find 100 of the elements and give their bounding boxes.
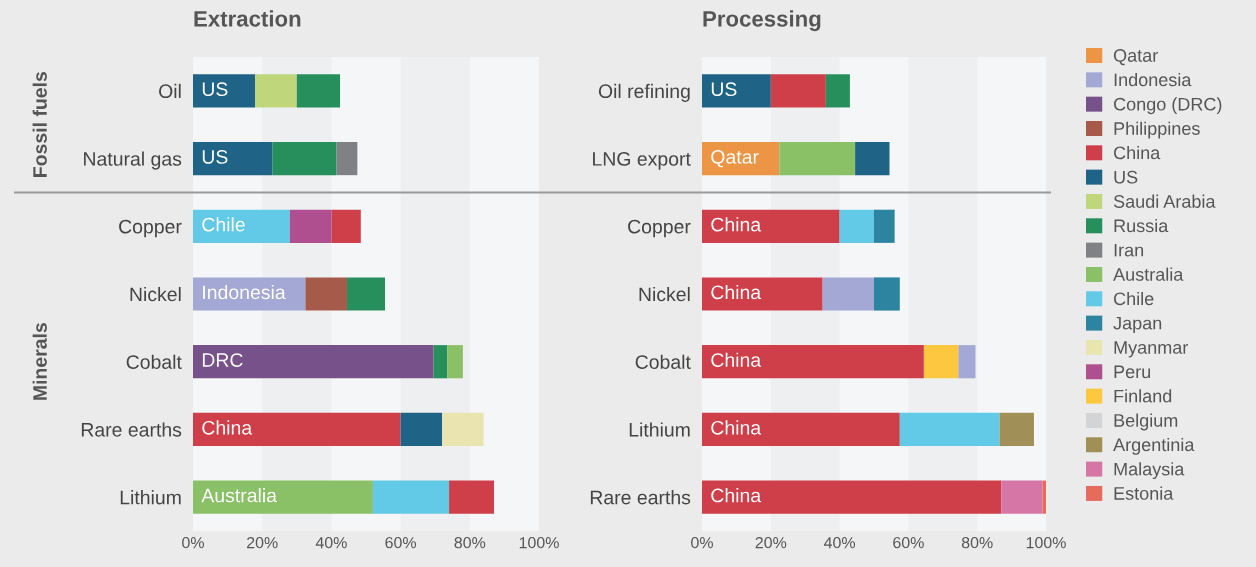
bar bbox=[702, 74, 771, 108]
x-tick-label: 60% bbox=[385, 536, 417, 549]
bar bbox=[193, 345, 434, 379]
x-tick-label: 100% bbox=[1026, 536, 1066, 549]
annotation: China bbox=[711, 217, 762, 232]
bar bbox=[193, 209, 290, 243]
legend-label: Myanmar bbox=[1114, 341, 1189, 358]
y-tick-label: LNG export bbox=[593, 152, 691, 170]
bar bbox=[255, 74, 297, 108]
legend-label: Belgium bbox=[1114, 413, 1178, 431]
bar bbox=[193, 480, 373, 514]
y-tick-label: Natural gas bbox=[84, 151, 182, 170]
annotation: DRC bbox=[202, 353, 243, 367]
annotation: China bbox=[711, 420, 762, 435]
bar bbox=[855, 141, 890, 176]
y-tick-label: Nickel bbox=[130, 286, 181, 302]
x-tick-label: 0% bbox=[691, 536, 713, 549]
annotation: China bbox=[711, 284, 762, 300]
legend-label: Qatar bbox=[1113, 49, 1158, 66]
bar bbox=[825, 74, 850, 108]
legend-label: Peru bbox=[1114, 365, 1151, 379]
legend-label: Chile bbox=[1114, 291, 1154, 306]
annotation: Chile bbox=[202, 217, 245, 232]
x-tick-label: 80% bbox=[961, 536, 993, 549]
legend-label: Australia bbox=[1113, 267, 1184, 281]
bar bbox=[874, 277, 900, 311]
annotation: Australia bbox=[201, 488, 277, 503]
x-tick-label: 0% bbox=[182, 536, 204, 549]
bar bbox=[331, 209, 361, 243]
legend-label: Estonia bbox=[1114, 486, 1174, 500]
bar bbox=[272, 141, 337, 176]
bar bbox=[702, 345, 924, 379]
x-tick-label: 60% bbox=[893, 536, 924, 549]
bar bbox=[193, 277, 306, 311]
bar bbox=[346, 277, 386, 311]
y-tick-label: Copper bbox=[628, 219, 691, 238]
bar bbox=[923, 345, 959, 379]
text: Fossil fuels bbox=[32, 72, 47, 177]
annotation: US bbox=[202, 82, 228, 97]
y-tick-label: Cobalt bbox=[635, 354, 691, 369]
text: Minerals bbox=[32, 323, 47, 400]
legend-label: China bbox=[1114, 145, 1161, 160]
annotation: China bbox=[711, 488, 762, 503]
y-tick-label: Oil bbox=[159, 83, 181, 99]
bar bbox=[770, 74, 826, 108]
x-tick-label: 40% bbox=[315, 536, 347, 549]
x-tick-label: 100% bbox=[519, 536, 559, 549]
bar bbox=[289, 209, 332, 243]
annotation: US bbox=[711, 82, 737, 97]
y-tick-label: Lithium bbox=[629, 422, 690, 437]
bar bbox=[958, 345, 976, 379]
legend-label: Philippines bbox=[1114, 121, 1200, 139]
bar bbox=[702, 277, 823, 311]
bar bbox=[702, 412, 900, 447]
x-tick-label: 20% bbox=[247, 536, 278, 549]
bar bbox=[296, 74, 341, 108]
bar bbox=[899, 412, 1000, 447]
bar bbox=[193, 74, 256, 108]
bar bbox=[336, 141, 358, 176]
bar bbox=[874, 209, 895, 243]
legend-label: Malaysia bbox=[1114, 462, 1185, 480]
bar bbox=[702, 480, 1002, 514]
annotation: US bbox=[202, 150, 228, 164]
bar bbox=[822, 277, 874, 311]
bar bbox=[193, 412, 401, 447]
bar bbox=[372, 480, 450, 514]
legend-label: Indonesia bbox=[1114, 72, 1192, 87]
annotation: China bbox=[711, 352, 762, 367]
bar bbox=[999, 412, 1034, 447]
legend-label: Finland bbox=[1114, 389, 1172, 403]
chart-title: Extraction bbox=[194, 10, 301, 27]
bar bbox=[839, 209, 874, 243]
bar bbox=[702, 209, 840, 243]
y-tick-label: Oil refining bbox=[598, 83, 690, 102]
legend-label: Russia bbox=[1114, 218, 1169, 233]
legend-label: Iran bbox=[1114, 243, 1144, 257]
x-tick-label: 40% bbox=[823, 536, 856, 549]
x-tick-label: 20% bbox=[755, 536, 787, 549]
bar bbox=[193, 141, 273, 176]
bar bbox=[779, 141, 856, 176]
annotation: Qatar bbox=[711, 150, 759, 168]
bar bbox=[447, 345, 463, 379]
y-tick-label: Nickel bbox=[639, 286, 690, 302]
annotation: China bbox=[202, 420, 253, 435]
bar bbox=[400, 412, 443, 447]
bar bbox=[433, 345, 448, 379]
annotation: Indonesia bbox=[203, 284, 286, 300]
bar bbox=[702, 141, 780, 176]
chart-title: Processing bbox=[703, 10, 821, 32]
legend-label: Argentinia bbox=[1113, 437, 1195, 455]
bar bbox=[1001, 480, 1043, 514]
legend-label: Congo (DRC) bbox=[1114, 97, 1222, 115]
bar bbox=[305, 277, 347, 311]
legend-label: US bbox=[1114, 170, 1138, 184]
y-tick-label: Copper bbox=[119, 219, 182, 238]
y-tick-label: Cobalt bbox=[126, 354, 182, 369]
legend-label: Saudi Arabia bbox=[1113, 194, 1216, 208]
y-tick-label: Rare earths bbox=[81, 422, 182, 437]
bar bbox=[442, 412, 484, 447]
legend-label: Japan bbox=[1113, 316, 1162, 334]
